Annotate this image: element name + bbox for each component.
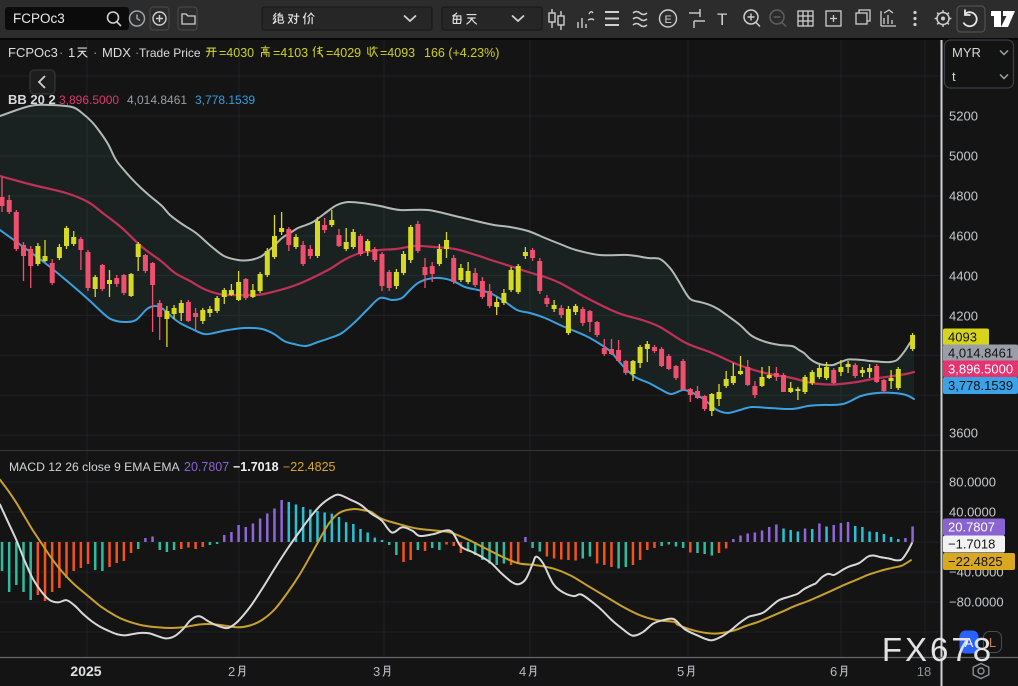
svg-text:FCPOc3: FCPOc3 bbox=[13, 11, 65, 26]
svg-text:3600: 3600 bbox=[949, 426, 978, 441]
svg-text:166 (+4.23%): 166 (+4.23%) bbox=[424, 46, 499, 60]
svg-text:4,014.8461: 4,014.8461 bbox=[127, 93, 187, 107]
svg-text:L: L bbox=[989, 635, 996, 650]
svg-text:3,778.1539: 3,778.1539 bbox=[195, 93, 255, 107]
svg-text:2025: 2025 bbox=[70, 663, 101, 679]
svg-text:E: E bbox=[665, 14, 672, 26]
svg-text:t: t bbox=[952, 69, 956, 84]
svg-text:4600: 4600 bbox=[949, 229, 978, 244]
svg-text:18: 18 bbox=[917, 664, 931, 679]
svg-text:=4030: =4030 bbox=[219, 46, 254, 60]
svg-text:4,014.8461: 4,014.8461 bbox=[948, 346, 1013, 361]
svg-text:3: 3 bbox=[373, 664, 380, 679]
svg-text:2: 2 bbox=[228, 664, 235, 679]
svg-text:20.7807: 20.7807 bbox=[184, 460, 229, 474]
svg-text:4: 4 bbox=[519, 664, 526, 679]
svg-text:4400: 4400 bbox=[949, 269, 978, 284]
svg-text:80.0000: 80.0000 bbox=[949, 475, 996, 490]
svg-text:BB 20 2: BB 20 2 bbox=[8, 92, 56, 107]
svg-text:6: 6 bbox=[830, 664, 837, 679]
svg-text:4093: 4093 bbox=[948, 330, 977, 345]
svg-text:−22.4825: −22.4825 bbox=[948, 554, 1003, 569]
svg-text:3,778.1539: 3,778.1539 bbox=[948, 378, 1013, 393]
svg-text:MDX: MDX bbox=[102, 45, 131, 60]
svg-text:T: T bbox=[717, 10, 727, 29]
svg-text:·: · bbox=[135, 45, 139, 60]
svg-text:20.7807: 20.7807 bbox=[948, 520, 995, 535]
svg-text:−1.7018: −1.7018 bbox=[233, 460, 279, 474]
svg-text:5200: 5200 bbox=[949, 109, 978, 124]
svg-text:−1.7018: −1.7018 bbox=[948, 537, 995, 552]
svg-text:4800: 4800 bbox=[949, 189, 978, 204]
svg-text:·: · bbox=[59, 45, 63, 60]
svg-text:4200: 4200 bbox=[949, 309, 978, 324]
svg-text:−80.0000: −80.0000 bbox=[949, 595, 1004, 610]
svg-text:=4029: =4029 bbox=[326, 46, 361, 60]
svg-text:FCPOc3: FCPOc3 bbox=[8, 45, 58, 60]
svg-text:·: · bbox=[93, 45, 97, 60]
svg-text:MYR: MYR bbox=[952, 45, 981, 60]
svg-text:A: A bbox=[965, 635, 974, 650]
svg-text:5: 5 bbox=[677, 664, 684, 679]
svg-text:5000: 5000 bbox=[949, 149, 978, 164]
svg-text:=4103: =4103 bbox=[273, 46, 308, 60]
svg-text:=4093: =4093 bbox=[380, 46, 415, 60]
svg-text:3,896.5000: 3,896.5000 bbox=[59, 93, 119, 107]
svg-text:Trade Price: Trade Price bbox=[139, 46, 201, 60]
svg-text:40.0000: 40.0000 bbox=[949, 505, 996, 520]
svg-text:1: 1 bbox=[68, 45, 75, 60]
svg-text:3,896.5000: 3,896.5000 bbox=[948, 362, 1013, 377]
svg-text:MACD 12 26 close 9 EMA EMA: MACD 12 26 close 9 EMA EMA bbox=[9, 460, 181, 474]
svg-text:FX678: FX678 bbox=[882, 631, 994, 668]
svg-text:−22.4825: −22.4825 bbox=[283, 460, 336, 474]
